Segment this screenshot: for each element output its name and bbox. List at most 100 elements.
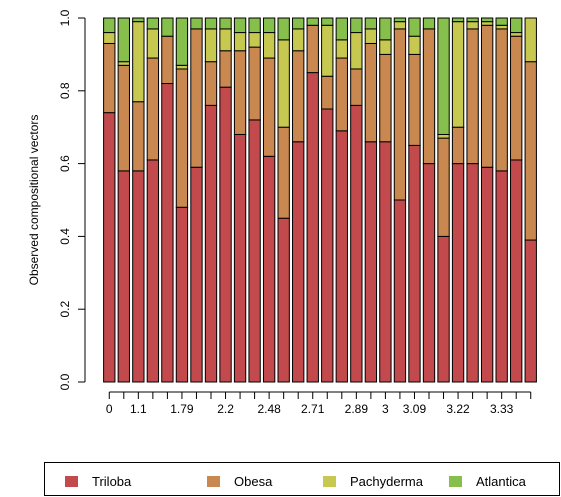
bar-obesa-22 bbox=[422, 28, 436, 165]
bar-triloba-24 bbox=[451, 163, 465, 383]
bar-obesa-25 bbox=[466, 28, 479, 165]
bar-atlantica-1 bbox=[117, 17, 130, 63]
bar-atlantica-21 bbox=[408, 17, 421, 37]
bar-atlantica-25 bbox=[466, 17, 479, 23]
bar-pachyderma-8 bbox=[219, 28, 232, 52]
bar-triloba-2 bbox=[132, 170, 145, 383]
x-tick-label: 1.79 bbox=[170, 402, 194, 416]
y-axis-label: Observed compositional vectors bbox=[27, 115, 41, 286]
y-tick-label: 0.6 bbox=[58, 155, 72, 172]
bar-atlantica-7 bbox=[204, 17, 218, 30]
bar-atlantica-27 bbox=[495, 17, 508, 26]
legend-swatch-atlantica bbox=[449, 475, 462, 487]
bar-pachyderma-7 bbox=[204, 28, 218, 63]
legend-swatch-pachyderma bbox=[323, 475, 336, 487]
x-tick-label: 2.48 bbox=[257, 402, 281, 416]
bar-atlantica-18 bbox=[364, 17, 378, 30]
bar-atlantica-2 bbox=[132, 17, 145, 23]
bar-pachyderma-21 bbox=[408, 35, 421, 55]
bar-obesa-0 bbox=[103, 42, 116, 114]
bar-atlantica-16 bbox=[335, 17, 348, 41]
bar-pachyderma-9 bbox=[233, 32, 247, 52]
bar-pachyderma-3 bbox=[146, 28, 160, 59]
bar-pachyderma-12 bbox=[277, 39, 290, 128]
bar-pachyderma-23 bbox=[437, 133, 450, 139]
bar-triloba-22 bbox=[422, 163, 436, 383]
x-tick-label: 1.1 bbox=[130, 402, 147, 416]
bar-triloba-16 bbox=[335, 130, 348, 383]
bar-obesa-21 bbox=[408, 53, 421, 146]
bar-triloba-1 bbox=[117, 170, 130, 383]
bar-obesa-7 bbox=[204, 61, 218, 106]
bar-triloba-19 bbox=[379, 141, 392, 383]
bar-obesa-24 bbox=[451, 126, 465, 165]
bar-atlantica-11 bbox=[262, 17, 276, 34]
bar-obesa-12 bbox=[277, 126, 290, 219]
bars-group bbox=[103, 17, 537, 383]
stacked-bar-chart: Observed compositional vectors 0.0 0.2 0.4… bbox=[27, 9, 537, 416]
bar-pachyderma-16 bbox=[335, 39, 348, 59]
bar-triloba-9 bbox=[233, 133, 247, 383]
bar-pachyderma-18 bbox=[364, 28, 378, 44]
bar-atlantica-3 bbox=[146, 17, 160, 30]
bar-obesa-1 bbox=[117, 64, 130, 172]
bar-atlantica-6 bbox=[190, 17, 203, 30]
legend-item-obesa: Obesa bbox=[207, 473, 272, 489]
axes-group: 0.0 0.2 0.4 0.6 0.8 1.0 0 1.1 1.79 2.2 2.48 2.71 2.8… bbox=[58, 9, 532, 416]
bar-triloba-20 bbox=[393, 199, 407, 383]
x-tick-label: 3.09 bbox=[403, 402, 427, 416]
bar-obesa-20 bbox=[393, 28, 407, 201]
legend-swatch-triloba bbox=[65, 475, 78, 487]
bar-pachyderma-1 bbox=[117, 61, 130, 66]
legend: Triloba Obesa Pachyderma Atlantica bbox=[44, 462, 560, 496]
bar-pachyderma-10 bbox=[248, 32, 261, 48]
legend-item-pachyderma: Pachyderma bbox=[323, 473, 423, 489]
bar-atlantica-23 bbox=[437, 17, 450, 135]
bar-triloba-0 bbox=[103, 112, 116, 383]
bar-triloba-18 bbox=[364, 141, 378, 383]
bar-triloba-23 bbox=[437, 235, 450, 383]
bar-pachyderma-13 bbox=[292, 28, 305, 52]
bar-obesa-28 bbox=[510, 35, 523, 161]
bar-triloba-28 bbox=[510, 159, 523, 383]
bar-obesa-6 bbox=[190, 28, 203, 168]
bar-pachyderma-11 bbox=[262, 32, 276, 59]
x-tick-label: 3 bbox=[382, 402, 389, 416]
bar-atlantica-4 bbox=[161, 17, 174, 37]
bar-pachyderma-27 bbox=[495, 24, 508, 30]
bar-obesa-27 bbox=[495, 28, 508, 172]
legend-label-triloba: Triloba bbox=[92, 473, 132, 489]
bar-atlantica-12 bbox=[277, 17, 290, 41]
x-tick-label: 3.22 bbox=[446, 402, 470, 416]
y-tick-label: 1.0 bbox=[58, 9, 72, 26]
bar-obesa-13 bbox=[292, 50, 305, 143]
bar-atlantica-22 bbox=[422, 17, 436, 30]
x-tick-label: 2.2 bbox=[217, 402, 234, 416]
x-tick-label: 3.33 bbox=[490, 402, 514, 416]
legend-label-pachyderma: Pachyderma bbox=[350, 473, 423, 489]
bar-atlantica-28 bbox=[510, 17, 523, 34]
bar-pachyderma-25 bbox=[466, 21, 479, 30]
bar-triloba-7 bbox=[204, 104, 218, 383]
bar-atlantica-0 bbox=[103, 17, 116, 34]
bar-obesa-26 bbox=[480, 24, 494, 168]
bar-triloba-13 bbox=[292, 141, 305, 383]
legend-item-triloba: Triloba bbox=[65, 473, 131, 489]
bar-pachyderma-26 bbox=[480, 21, 494, 26]
bar-obesa-18 bbox=[364, 42, 378, 143]
bar-pachyderma-24 bbox=[451, 21, 465, 128]
bar-pachyderma-29 bbox=[524, 17, 537, 63]
bar-pachyderma-15 bbox=[321, 24, 334, 77]
bar-pachyderma-17 bbox=[350, 32, 363, 70]
bar-triloba-6 bbox=[190, 166, 203, 383]
bar-obesa-14 bbox=[306, 24, 319, 74]
bar-triloba-25 bbox=[466, 163, 479, 383]
bar-triloba-29 bbox=[524, 239, 537, 383]
legend-label-atlantica: Atlantica bbox=[476, 473, 526, 489]
bar-obesa-2 bbox=[132, 101, 145, 172]
bar-atlantica-8 bbox=[219, 17, 232, 30]
bar-obesa-3 bbox=[146, 57, 160, 161]
bar-obesa-9 bbox=[233, 50, 247, 135]
bar-atlantica-10 bbox=[248, 17, 261, 34]
bar-atlantica-24 bbox=[451, 17, 465, 23]
